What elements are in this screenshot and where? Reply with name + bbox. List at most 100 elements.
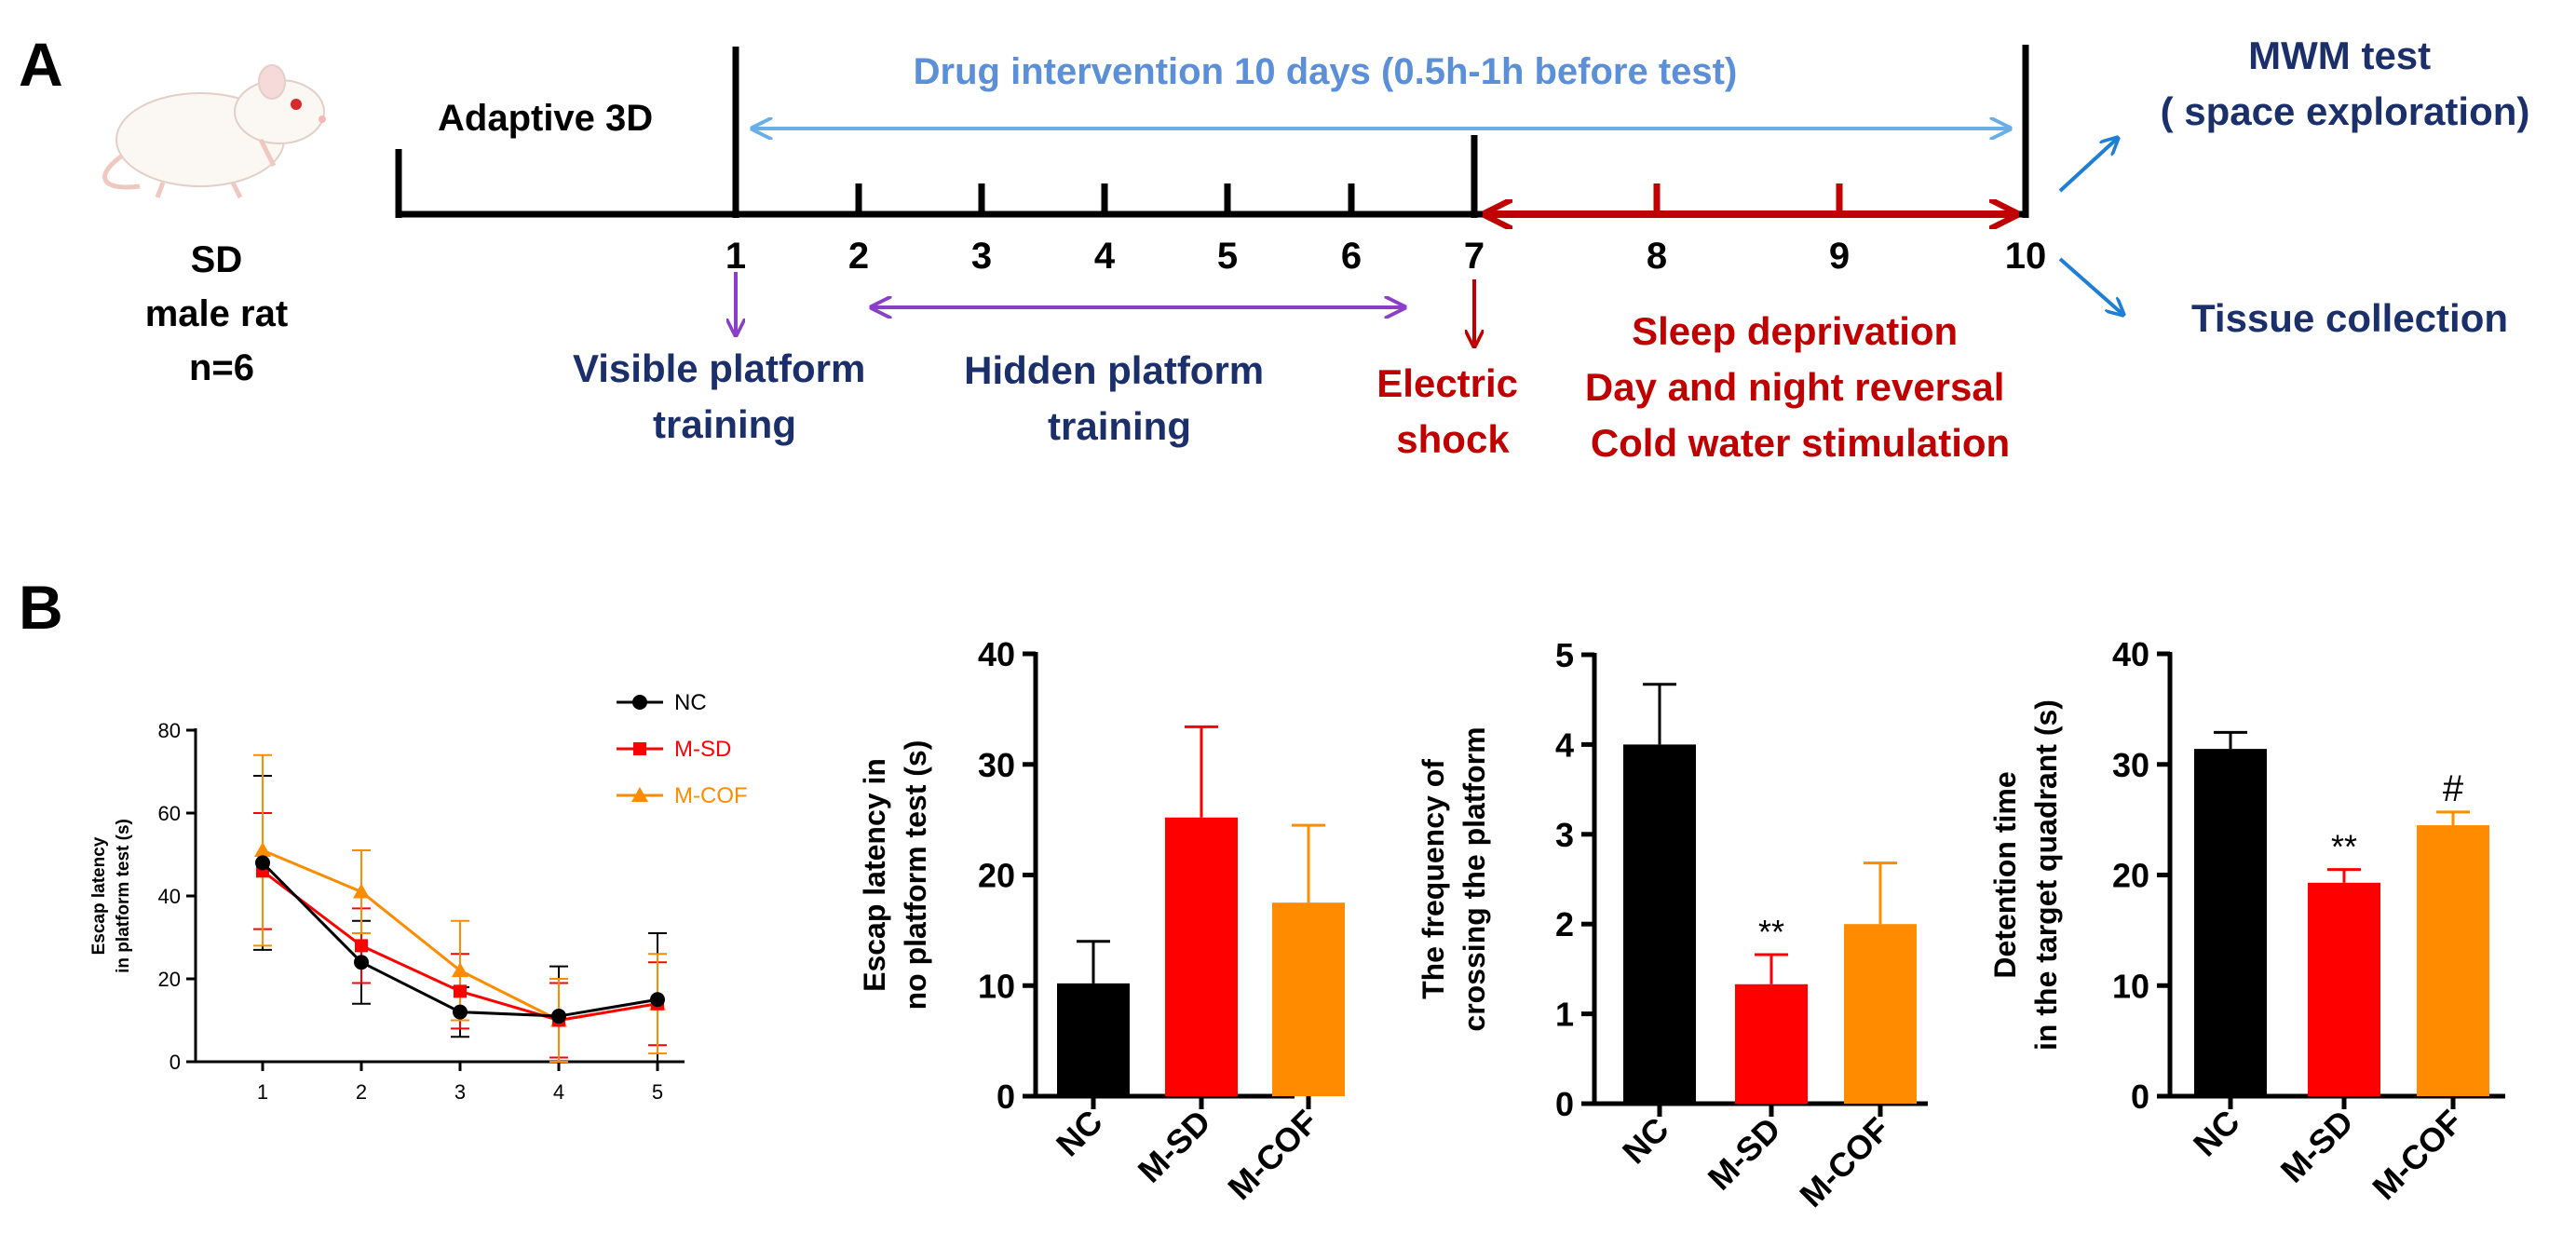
x-tick-label: M-SD: [1701, 1110, 1788, 1198]
y-tick-label: 1: [1555, 996, 1574, 1034]
day-4: 4: [1094, 236, 1116, 277]
x-tick-label: NC: [1049, 1103, 1110, 1164]
data-point: [354, 955, 369, 970]
bar-M-COF: [2417, 825, 2489, 1096]
y-tick-label: 3: [1555, 816, 1574, 854]
legend-label: M-COF: [674, 783, 748, 808]
rat-illustration: [102, 64, 326, 199]
y-tick-label: 4: [1555, 726, 1574, 764]
y-axis-label: The frequency of crossing the platform: [1417, 726, 1491, 1031]
animal-label: SD male rat n=6: [145, 239, 299, 388]
y-tick-label: 80: [158, 719, 181, 742]
y-tick-label: 0: [1555, 1085, 1574, 1123]
day-6: 6: [1341, 236, 1362, 277]
drug-label: Drug intervention 10 days (0.5h-1h befor…: [914, 51, 1738, 92]
bar-chart-detention: 0 10 20 30 40 Detention time in the target qua…: [1988, 635, 2505, 1207]
y-tick-label: 40: [978, 635, 1015, 673]
visible-label: Visible platform training: [573, 346, 876, 446]
y-axis-label-line: Escap latency in: [858, 758, 891, 992]
x-tick-label: NC: [2186, 1103, 2247, 1164]
mwm-arrow: [2058, 138, 2118, 193]
data-point: [453, 1004, 468, 1020]
x-tick-label: 3: [454, 1080, 466, 1104]
bar-NC: [2194, 749, 2267, 1096]
y-axis-label-line: Escap latency: [89, 836, 109, 955]
bar-M-SD: [1735, 983, 1808, 1104]
day-1: 1: [725, 236, 746, 277]
y-axis-label-line: Detention time: [1988, 771, 2022, 978]
significance-mark: #: [2443, 768, 2464, 809]
day-10: 10: [2005, 236, 2047, 277]
animal-line-2: male rat: [145, 293, 288, 334]
adaptive-label: Adaptive 3D: [438, 98, 653, 139]
y-axis-label-line: crossing the platform: [1457, 726, 1491, 1031]
y-tick-label: 20: [158, 968, 181, 991]
bar-chart-crossing: 0 1 2 3 4 5 The frequency of crossing the platf…: [1417, 636, 1928, 1214]
mwm-label: MWM test ( space exploration): [2161, 34, 2530, 133]
y-axis-label: Detention time in the target quadrant (s): [1988, 699, 2063, 1051]
y-tick-label: 0: [997, 1078, 1015, 1116]
bar-M-COF: [1844, 924, 1917, 1104]
y-tick-label: 30: [2112, 746, 2149, 784]
data-point: [255, 855, 270, 871]
y-tick-label: 10: [2112, 967, 2149, 1005]
tissue-arrow: [2058, 257, 2123, 315]
line-chart-escape-latency: 0 20 40 60 80 1 2 3 4 5 Escap latency in platform t…: [89, 690, 748, 1104]
x-tick-label: 1: [257, 1080, 268, 1104]
y-tick-label: 40: [158, 885, 181, 908]
data-point: [650, 992, 665, 1008]
x-tick-label: NC: [1615, 1110, 1676, 1172]
bar-NC: [1057, 983, 1130, 1096]
tissue-label: Tissue collection: [2191, 296, 2508, 340]
y-tick-label: 30: [978, 746, 1015, 784]
panel-b-label: B: [19, 573, 63, 642]
y-axis-label-line: no platform test (s): [899, 740, 932, 1011]
x-tick-label: 2: [356, 1080, 367, 1104]
significance-mark: **: [2331, 828, 2357, 866]
day-2: 2: [848, 236, 869, 277]
panel-a-label: A: [19, 30, 63, 99]
x-tick-label: M-COF: [2365, 1103, 2469, 1207]
y-axis-label-line: in platform test (s): [114, 819, 133, 973]
legend-label: NC: [674, 690, 707, 715]
day-7: 7: [1464, 236, 1485, 277]
day-5: 5: [1217, 236, 1238, 277]
y-axis-label-line: in the target quadrant (s): [2029, 699, 2063, 1051]
y-tick-label: 2: [1555, 905, 1574, 943]
bar-M-SD: [2308, 882, 2380, 1096]
data-point: [551, 1009, 566, 1024]
y-tick-label: 60: [158, 802, 181, 825]
y-tick-label: 10: [978, 967, 1015, 1005]
data-point: [452, 962, 468, 978]
bar-NC: [1623, 744, 1696, 1104]
bar-M-COF: [1272, 902, 1345, 1096]
legend-label: M-SD: [674, 737, 731, 762]
day-numbers: 1 2 3 4 5 6 7 8 9 10: [725, 236, 2046, 277]
x-tick-label: M-SD: [1131, 1103, 1218, 1190]
data-point: [353, 883, 370, 899]
y-tick-label: 20: [2112, 857, 2149, 895]
panel-a: A SD male rat n=6: [19, 30, 2529, 465]
x-tick-label: M-SD: [2273, 1103, 2361, 1190]
day-9: 9: [1829, 236, 1850, 277]
legend-marker: [633, 742, 646, 755]
animal-line-1: SD: [191, 239, 243, 280]
y-axis-label-line: The frequency of: [1417, 759, 1450, 999]
y-tick-label: 0: [169, 1051, 181, 1074]
shock-label: Electric shock: [1376, 361, 1528, 461]
animal-line-3: n=6: [189, 347, 254, 388]
day-8: 8: [1647, 236, 1667, 277]
y-tick-label: 20: [978, 857, 1015, 895]
legend-marker: [631, 787, 648, 802]
x-tick-label: 4: [553, 1080, 564, 1104]
bar-M-SD: [1165, 817, 1238, 1096]
y-tick-label: 0: [2131, 1078, 2149, 1116]
y-tick-label: 40: [2112, 635, 2149, 673]
x-tick-label: M-COF: [1792, 1110, 1896, 1214]
x-tick-label: M-COF: [1220, 1103, 1324, 1207]
stress-label: Sleep deprivation Day and night reversal…: [1585, 309, 2015, 465]
data-point: [454, 984, 467, 998]
y-tick-label: 5: [1555, 636, 1574, 674]
bar-chart-no-platform: 0 10 20 30 40 Escap latency in no platform tes…: [858, 635, 1345, 1207]
